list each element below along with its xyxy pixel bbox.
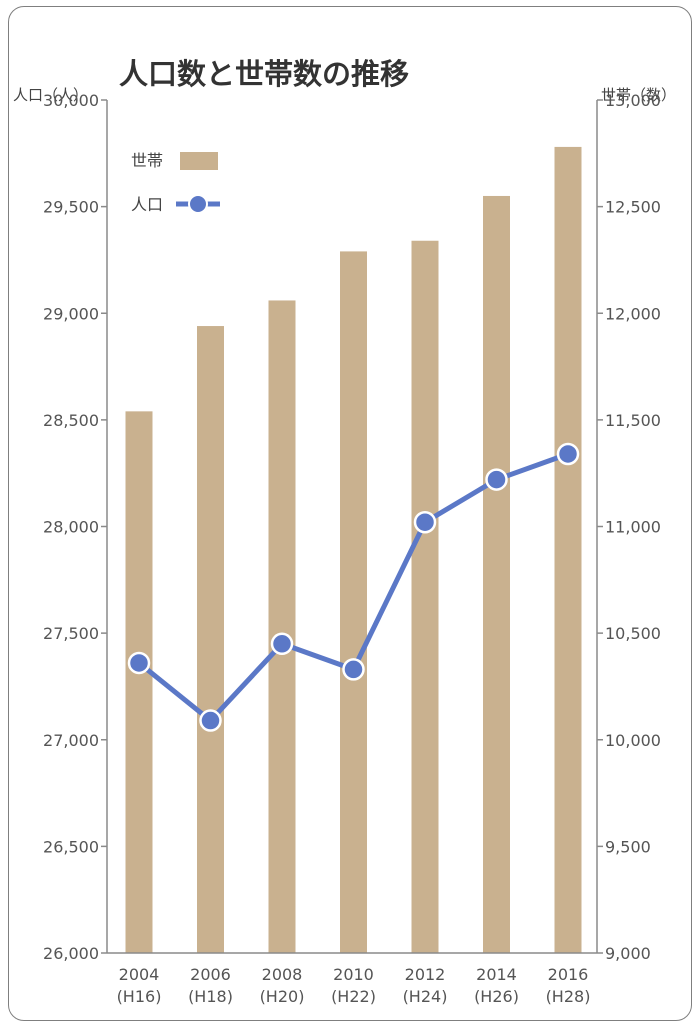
axes: 26,000 26,500 27,000 27,500 28,000 28,500 29,0… — [43, 91, 661, 1006]
x-tick-label: 2014 — [476, 965, 517, 984]
legend-marker-population — [188, 194, 208, 214]
x-tick-label: 2008 — [262, 965, 303, 984]
left-tick-label: 30,000 — [43, 91, 99, 110]
right-tick-label: 11,500 — [605, 411, 661, 430]
chart-title: 人口数と世帯数の推移 — [119, 57, 409, 91]
x-tick-sublabel: (H20) — [260, 987, 305, 1006]
households-bars — [125, 146, 582, 954]
right-tick-label: 9,000 — [605, 944, 651, 963]
population-point-2010 — [342, 658, 365, 681]
right-tick-label: 13,000 — [605, 91, 661, 110]
legend-label-population: 人口 — [131, 195, 163, 214]
right-tick-label: 9,500 — [605, 837, 651, 856]
x-tick-sublabel: (H16) — [117, 987, 162, 1006]
x-tick-sublabel: (H24) — [403, 987, 448, 1006]
x-tick-label: 2004 — [119, 965, 160, 984]
legend-label-households: 世帯 — [131, 151, 163, 170]
x-tick-label: 2006 — [190, 965, 231, 984]
legend-swatch-households — [180, 152, 218, 170]
x-tick-sublabel: (H18) — [188, 987, 233, 1006]
households-bar-2008 — [268, 300, 296, 954]
households-bar-2004 — [125, 411, 153, 954]
right-tick-label: 11,000 — [605, 518, 661, 537]
households-bar-2012 — [411, 240, 439, 953]
right-tick-label: 12,000 — [605, 304, 661, 323]
population-point-2012 — [413, 510, 437, 534]
households-bar-2010 — [340, 251, 367, 954]
households-bar-2006 — [197, 326, 224, 953]
right-tick-label: 10,500 — [605, 624, 661, 643]
households-bar-2014 — [483, 195, 510, 953]
left-tick-label: 27,000 — [43, 731, 99, 750]
left-tick-label: 28,500 — [43, 411, 99, 430]
left-tick-label: 29,500 — [43, 198, 99, 217]
population-point-2006 — [199, 709, 222, 732]
left-axis-title: 人口（人） — [13, 86, 88, 104]
left-tick-label: 26,000 — [43, 944, 99, 963]
population-point-2008 — [270, 632, 294, 656]
right-tick-label: 10,000 — [605, 731, 661, 750]
x-tick-label: 2010 — [333, 965, 374, 984]
population-point-2014 — [485, 468, 508, 491]
population-point-2004 — [127, 651, 151, 675]
left-tick-label: 26,500 — [43, 837, 99, 856]
right-tick-label: 12,500 — [605, 198, 661, 217]
x-tick-sublabel: (H26) — [474, 987, 519, 1006]
right-axis-title: 世帯（数） — [601, 86, 676, 104]
x-tick-sublabel: (H22) — [331, 987, 376, 1006]
left-tick-label: 27,500 — [43, 624, 99, 643]
population-line — [127, 442, 580, 732]
left-tick-label: 28,000 — [43, 518, 99, 537]
x-tick-sublabel: (H28) — [546, 987, 591, 1006]
x-tick-label: 2016 — [548, 965, 589, 984]
x-tick-label: 2012 — [405, 965, 446, 984]
households-bar-2016 — [554, 146, 582, 954]
left-tick-label: 29,000 — [43, 304, 99, 323]
population-point-2016 — [556, 442, 580, 466]
